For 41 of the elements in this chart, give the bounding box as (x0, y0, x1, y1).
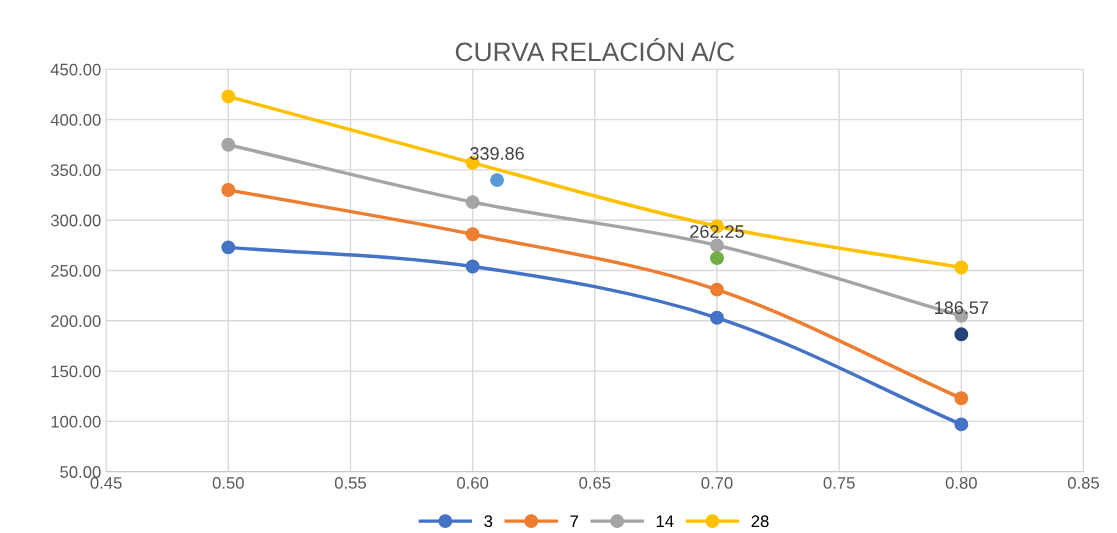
legend-label: 7 (570, 515, 579, 527)
point (221, 137, 236, 152)
point (221, 240, 236, 255)
chart-title: CURVA RELACIÓN A/C (455, 38, 735, 62)
legend-label: 14 (656, 515, 674, 527)
point (490, 173, 505, 188)
point (465, 195, 480, 210)
x-tick-label: 0.75 (823, 477, 855, 489)
y-tick-label: 350.00 (50, 164, 101, 177)
y-tick-label: 100.00 (51, 415, 101, 428)
y-tick-label: 50.00 (60, 466, 101, 478)
y-tick-label: 450.00 (50, 63, 101, 76)
legend-label: 28 (751, 515, 769, 528)
x-tick-label: 0.65 (579, 477, 611, 489)
point (954, 391, 969, 406)
x-tick-label: 0.80 (945, 477, 977, 489)
x-tick-label: 0.55 (334, 477, 366, 489)
point (954, 260, 969, 275)
data-label: 186.57 (935, 301, 989, 315)
x-tick-label: 0.70 (701, 477, 733, 489)
y-tick-label: 400.00 (50, 113, 101, 126)
point (710, 251, 724, 266)
point (465, 259, 480, 274)
x-tick-label: 0.50 (212, 477, 244, 489)
y-tick-label: 150.00 (51, 365, 101, 378)
legend-label: 3 (484, 515, 493, 528)
y-tick-label: 250.00 (51, 264, 101, 277)
point (221, 183, 236, 197)
x-tick-label: 0.45 (90, 477, 122, 489)
point (954, 417, 969, 432)
x-tick-label: 0.60 (457, 477, 489, 489)
y-tick-label: 200.00 (51, 315, 101, 327)
y-tick-label: 300.00 (50, 214, 101, 227)
point (221, 89, 236, 104)
data-label: 339.86 (470, 147, 524, 160)
point (954, 327, 969, 342)
x-tick-label: 0.85 (1067, 477, 1100, 489)
point (465, 227, 480, 242)
point (710, 310, 724, 325)
point (710, 282, 724, 297)
point (710, 238, 724, 253)
